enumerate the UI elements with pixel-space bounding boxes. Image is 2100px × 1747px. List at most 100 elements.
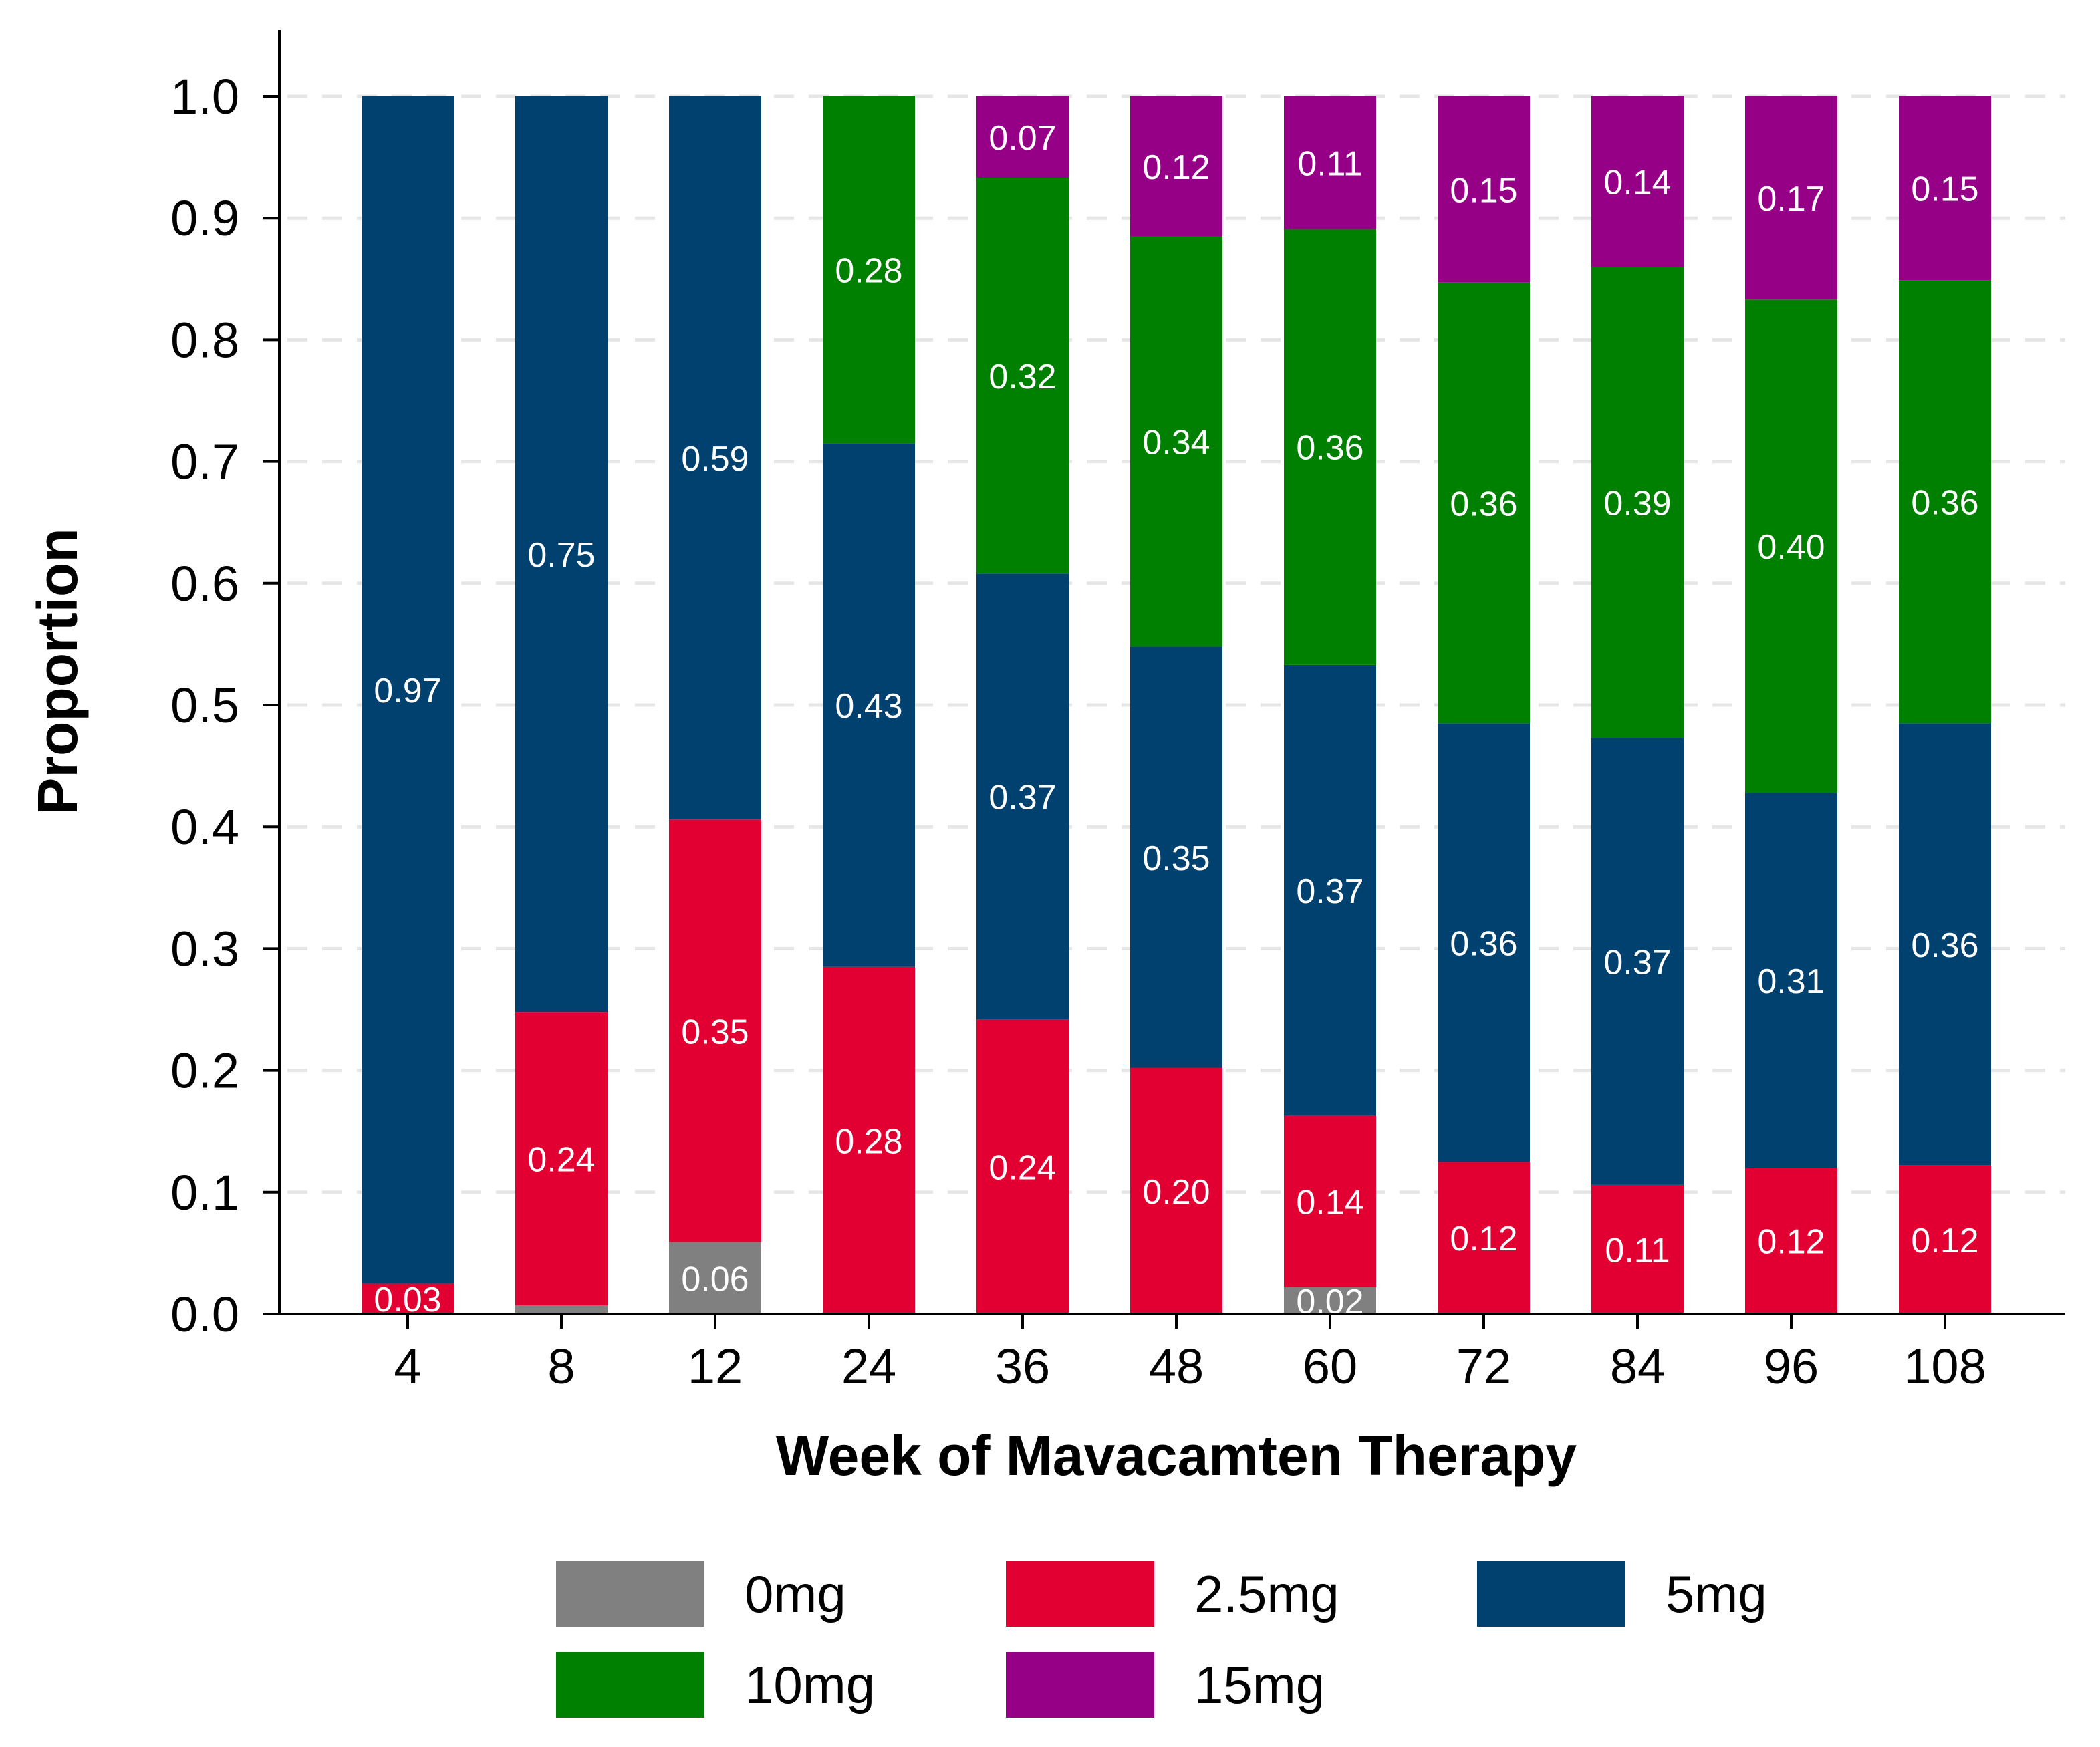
data-label: 0.20 — [1142, 1173, 1210, 1212]
data-label: 0.06 — [681, 1260, 749, 1299]
x-tick-label: 84 — [1610, 1339, 1665, 1394]
x-tick-label: 4 — [394, 1339, 421, 1394]
bar-segment-2.5mg-week-8 — [515, 1012, 608, 1306]
bar-segment-10mg-week-72 — [1438, 282, 1530, 724]
data-label: 0.37 — [989, 779, 1056, 817]
bar-segment-15mg-week-108 — [1899, 96, 1991, 281]
bar-segment-10mg-week-24 — [823, 96, 915, 444]
x-tick-label: 108 — [1904, 1339, 1986, 1394]
bar-segment-0mg-week-8 — [515, 1305, 608, 1314]
bar-segment-5mg-week-48 — [1130, 646, 1222, 1068]
data-label: 0.39 — [1603, 485, 1671, 523]
legend-label-5mg: 5mg — [1666, 1565, 1767, 1623]
legend-swatch-5mg — [1477, 1561, 1625, 1627]
x-tick-label: 72 — [1456, 1339, 1511, 1394]
bars: 0.030.970.240.750.060.350.590.280.430.28… — [362, 96, 1991, 1321]
bar-segment-2.5mg-week-72 — [1438, 1162, 1530, 1314]
data-label: 0.37 — [1296, 872, 1363, 911]
bar-segment-0mg-week-60 — [1284, 1287, 1376, 1314]
data-label: 0.37 — [1603, 944, 1671, 982]
data-label: 0.36 — [1911, 926, 1978, 965]
data-label: 0.43 — [835, 687, 902, 726]
data-label: 0.32 — [989, 358, 1056, 396]
legend: 0mg 2.5mg 5mg 10mg 15mg — [556, 1561, 1767, 1718]
bar-segment-2.5mg-week-108 — [1899, 1165, 1991, 1314]
y-tick-label: 0.4 — [170, 799, 239, 855]
data-label: 0.14 — [1603, 164, 1671, 203]
x-tick-label: 48 — [1149, 1339, 1204, 1394]
y-tick-label: 0.2 — [170, 1043, 239, 1099]
data-label: 0.17 — [1757, 180, 1825, 219]
data-label: 0.28 — [835, 1122, 902, 1161]
y-tick-label: 0.0 — [170, 1287, 239, 1342]
y-axis-title: Proportion — [26, 528, 89, 815]
data-label: 0.35 — [1142, 839, 1210, 878]
y-tick-label: 0.3 — [170, 921, 239, 976]
x-axis-title: Week of Mavacamten Therapy — [776, 1424, 1577, 1487]
data-label: 0.35 — [681, 1013, 749, 1051]
bar-segment-5mg-week-84 — [1591, 738, 1684, 1185]
y-tick-label: 0.1 — [170, 1165, 239, 1220]
data-label: 0.12 — [1142, 148, 1210, 187]
bar-segment-5mg-week-8 — [515, 96, 608, 1013]
data-label: 0.12 — [1911, 1222, 1978, 1260]
y-ticks: 0.0 0.1 0.2 0.3 0.4 0.5 0.6 0.7 0.8 0.9 1.0 — [170, 69, 279, 1342]
legend-label-15mg: 15mg — [1194, 1655, 1325, 1714]
data-label: 0.11 — [1297, 144, 1362, 183]
data-label: 0.97 — [374, 672, 441, 710]
x-tick-label: 60 — [1303, 1339, 1357, 1394]
data-label: 0.14 — [1296, 1183, 1363, 1222]
data-label: 0.15 — [1450, 171, 1517, 210]
x-tick-label: 12 — [688, 1339, 743, 1394]
data-label: 0.36 — [1450, 924, 1517, 963]
y-tick-label: 0.7 — [170, 434, 239, 490]
data-label: 0.34 — [1142, 424, 1210, 462]
bar-segment-2.5mg-week-60 — [1284, 1115, 1376, 1287]
bar-segment-10mg-week-108 — [1899, 280, 1991, 724]
bar-segment-2.5mg-week-36 — [976, 1019, 1069, 1314]
bar-segment-5mg-week-4 — [362, 96, 454, 1284]
bar-segment-5mg-week-24 — [823, 443, 915, 967]
bar-segment-2.5mg-week-24 — [823, 966, 915, 1314]
data-label: 0.15 — [1911, 170, 1978, 209]
bar-segment-5mg-week-96 — [1745, 793, 1837, 1168]
x-tick-label: 24 — [841, 1339, 896, 1394]
y-tick-label: 1.0 — [170, 69, 239, 124]
legend-label-10mg: 10mg — [745, 1655, 875, 1714]
y-tick-label: 0.6 — [170, 556, 239, 612]
data-label: 0.40 — [1757, 528, 1825, 567]
bar-segment-10mg-week-60 — [1284, 229, 1376, 665]
bar-segment-5mg-week-36 — [976, 573, 1069, 1020]
bar-segment-0mg-week-12 — [669, 1242, 761, 1314]
bar-segment-15mg-week-84 — [1591, 96, 1684, 267]
axes — [278, 30, 2065, 1315]
bar-segment-10mg-week-48 — [1130, 236, 1222, 647]
x-ticks: 4 8 12 24 36 48 60 72 84 96 108 — [394, 1314, 1986, 1394]
data-label: 0.24 — [989, 1149, 1056, 1188]
data-label: 0.12 — [1450, 1220, 1517, 1258]
y-tick-label: 0.9 — [170, 190, 239, 246]
data-label: 0.31 — [1757, 962, 1825, 1001]
bar-segment-2.5mg-week-12 — [669, 819, 761, 1242]
data-label: 0.24 — [527, 1141, 595, 1180]
bar-segment-5mg-week-108 — [1899, 723, 1991, 1166]
legend-label-0mg: 0mg — [745, 1565, 846, 1623]
bar-segment-2.5mg-week-48 — [1130, 1067, 1222, 1314]
data-label: 0.28 — [835, 252, 902, 291]
data-label: 0.11 — [1605, 1231, 1670, 1270]
data-label: 0.07 — [989, 119, 1056, 158]
bar-segment-15mg-week-96 — [1745, 96, 1837, 300]
legend-swatch-10mg — [556, 1652, 704, 1718]
bar-segment-15mg-week-72 — [1438, 96, 1530, 283]
bar-segment-5mg-week-72 — [1438, 723, 1530, 1162]
bar-segment-15mg-week-36 — [976, 96, 1069, 178]
x-tick-label: 96 — [1764, 1339, 1819, 1394]
bar-segment-2.5mg-week-4 — [362, 1283, 454, 1314]
bar-segment-15mg-week-60 — [1284, 96, 1376, 229]
bar-segment-10mg-week-96 — [1745, 299, 1837, 793]
data-label: 0.59 — [681, 440, 749, 479]
legend-swatch-15mg — [1006, 1652, 1154, 1718]
legend-label-2.5mg: 2.5mg — [1194, 1565, 1339, 1623]
legend-swatch-2.5mg — [1006, 1561, 1154, 1627]
